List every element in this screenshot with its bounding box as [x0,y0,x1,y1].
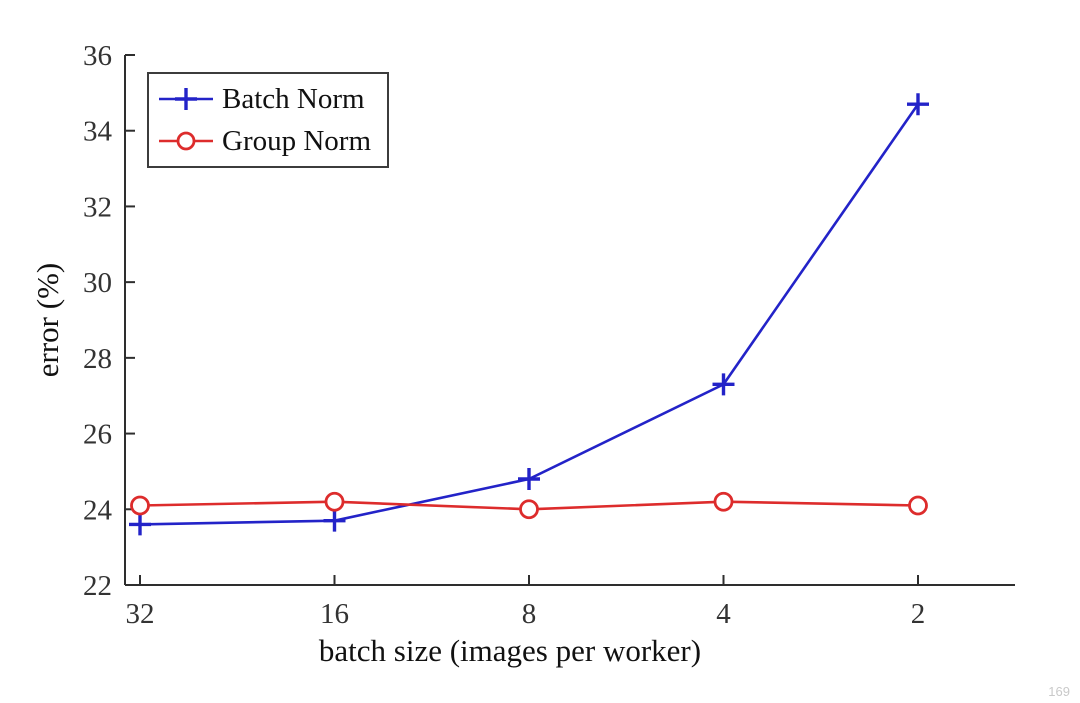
y-tick-label: 22 [83,570,112,602]
x-tick-label: 16 [320,598,349,630]
watermark: 169 [1048,684,1070,699]
y-tick-label: 36 [83,40,112,72]
legend-label-group-norm: Group Norm [222,124,372,157]
x-tick-label: 4 [716,598,731,630]
legend: Batch Norm Group Norm [147,72,390,168]
y-tick-label: 28 [83,343,112,375]
x-tick-label: 8 [522,598,537,630]
group-norm-marker [130,495,150,516]
batch-norm-marker [323,509,346,532]
legend-label-batch-norm: Batch Norm [222,82,365,115]
batch-norm-marker [518,468,540,490]
group-norm-marker [908,495,928,516]
y-tick-label: 34 [83,116,113,148]
legend-item-group-norm[interactable]: Group Norm [157,121,371,161]
group-norm-marker [713,491,734,512]
batch-norm-sample [159,88,213,110]
y-axis-title: error (%) [30,263,65,377]
x-tick-label: 32 [126,598,155,630]
y-tick-label: 24 [83,494,113,526]
batch-norm-marker [907,93,929,116]
batch-norm-marker [712,373,735,396]
group-norm-marker [324,491,345,512]
batch-norm-marker [129,513,151,536]
plus-icon [175,88,197,110]
y-tick-label: 26 [83,419,112,451]
circle-icon [176,131,196,151]
y-tick-label: 32 [83,191,112,223]
x-tick-label: 2 [911,598,926,630]
group-norm-marker [519,499,539,520]
x-axis-title: batch size (images per worker) [319,633,701,668]
group-norm-sample [159,131,213,151]
legend-item-batch-norm[interactable]: Batch Norm [157,79,371,119]
y-tick-label: 30 [83,267,112,299]
